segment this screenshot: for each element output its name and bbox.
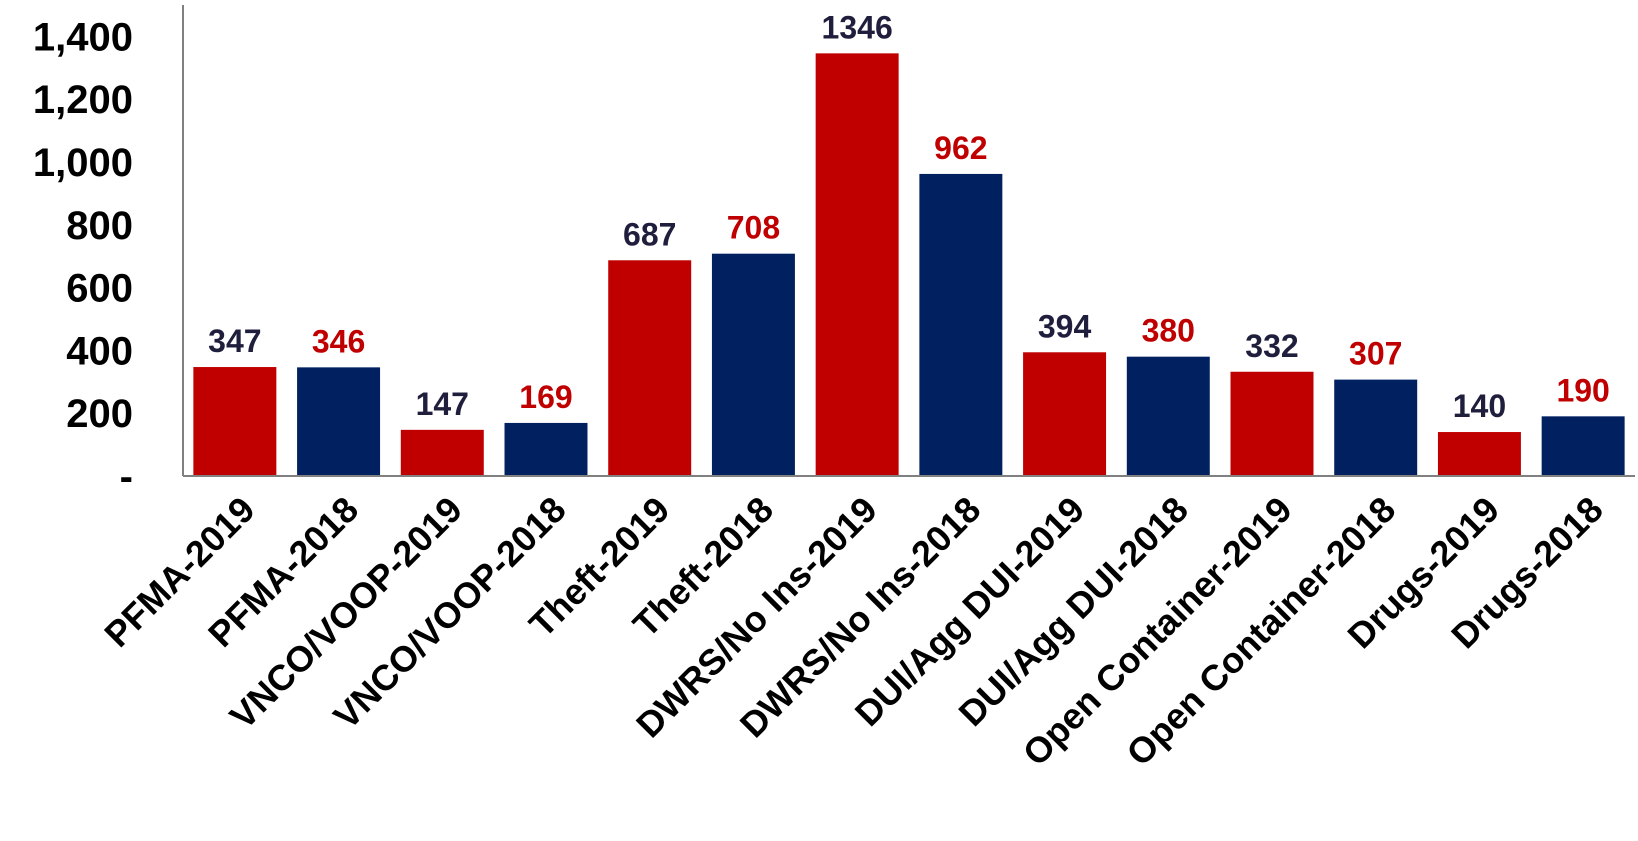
y-tick-label: 1,000 — [33, 141, 133, 185]
data-label: 708 — [727, 210, 780, 246]
data-label: 1346 — [822, 9, 893, 45]
bar — [297, 367, 381, 476]
data-label: 140 — [1453, 388, 1506, 424]
data-label: 347 — [208, 323, 261, 359]
data-label: 169 — [519, 379, 572, 415]
bar — [400, 429, 484, 476]
bars — [193, 53, 1625, 477]
y-tick-label: 600 — [66, 267, 133, 311]
y-tick-label: 400 — [66, 329, 133, 373]
y-tick-label: 800 — [66, 204, 133, 248]
bar — [1334, 379, 1418, 476]
bar — [1126, 356, 1210, 476]
bar — [608, 260, 692, 476]
bar — [1437, 432, 1521, 476]
data-label: 332 — [1245, 328, 1298, 364]
data-label: 687 — [623, 216, 676, 252]
y-tick-label: 1,200 — [33, 78, 133, 122]
data-label: 962 — [934, 130, 987, 166]
data-label: 380 — [1142, 313, 1195, 349]
data-label: 307 — [1349, 336, 1402, 372]
y-tick-label: 200 — [66, 392, 133, 436]
data-label: 147 — [416, 386, 469, 422]
data-label: 394 — [1038, 308, 1092, 344]
axes — [182, 5, 1635, 477]
bar — [815, 53, 899, 477]
data-label: 190 — [1556, 372, 1609, 408]
bar — [1230, 371, 1314, 476]
bar — [711, 253, 795, 476]
bar — [1541, 416, 1625, 476]
bar — [1023, 352, 1107, 476]
data-label: 346 — [312, 323, 365, 359]
bar — [919, 173, 1003, 476]
x-axis-labels: PFMA-2019PFMA-2018VNCO/VOOP-2019VNCO/VOO… — [96, 489, 1610, 774]
y-tick-label: 1,400 — [33, 15, 133, 59]
data-labels: 347 346 147 169 687 708 1346 962 394 380 332 307 140… — [208, 9, 1610, 424]
bar — [504, 422, 588, 476]
y-tick-label: - — [120, 455, 133, 499]
bar — [193, 367, 277, 476]
y-axis-ticks: - 200 400 600 800 1,000 1,200 1,400 — [33, 15, 133, 499]
